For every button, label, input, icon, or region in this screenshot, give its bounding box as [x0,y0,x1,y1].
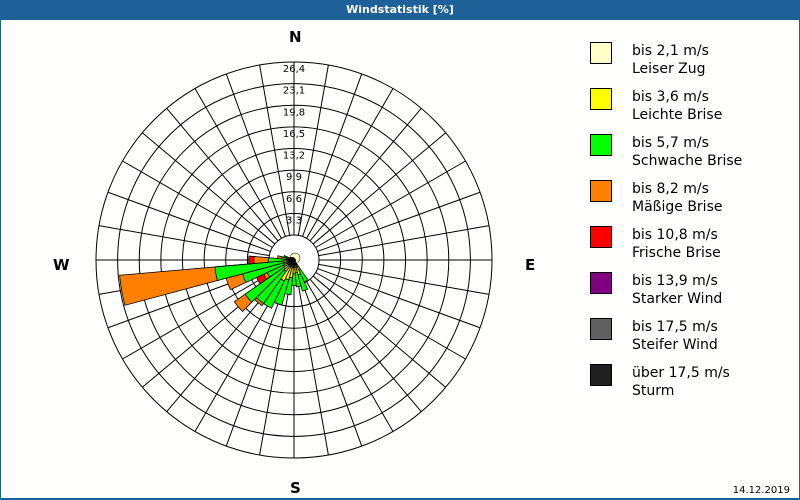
grid-spoke [318,225,490,257]
legend-swatch [590,42,612,64]
grid-spoke [318,263,490,295]
grid-spoke [306,281,394,432]
legend-swatch [590,318,612,340]
legend-range: bis 2,1 m/s [632,43,709,59]
grid-spoke [309,108,422,242]
grid-spoke [312,132,446,245]
legend-range: über 17,5 m/s [632,365,730,381]
legend-swatch [590,364,612,386]
grid-spoke [315,272,466,360]
wind-sector-bar [267,257,295,263]
grid-spoke [225,283,286,447]
compass-north-label: N [289,28,302,46]
window-title: Windstatistik [%] [0,0,800,20]
grid-spoke [312,275,446,388]
compass-west-label: W [53,256,70,274]
grid-spoke [259,284,291,456]
grid-spoke [297,64,329,236]
grid-spoke [225,73,286,237]
grid-spoke [194,281,282,432]
ring-label: 26,4 [283,64,305,75]
grid-spoke [194,88,282,239]
ring-label: 23,1 [283,86,305,97]
legend-range: bis 10,8 m/s [632,227,718,243]
grid-spoke [302,73,363,237]
legend-range: bis 3,6 m/s [632,89,709,105]
grid-spoke [306,88,394,239]
grid-spoke [297,284,329,456]
compass-south-label: S [290,479,301,497]
grid-spoke [309,278,422,412]
legend-name: Mäßige Brise [632,199,723,215]
compass-east-label: E [525,256,536,274]
grid-spoke [317,191,481,252]
legend-name: Sturm [632,383,675,399]
grid-spoke [107,191,271,252]
center-dot [288,257,296,265]
wind-sector-bar [214,259,295,282]
legend-name: Leiser Zug [632,61,706,77]
date-stamp: 14.12.2019 [732,485,790,496]
legend-name: Starker Wind [632,291,723,307]
legend-name: Leichte Brise [632,107,723,123]
grid-spoke [317,268,481,329]
legend-swatch [590,180,612,202]
grid-spoke [122,272,273,360]
grid-spoke [302,283,363,447]
legend-name: Frische Brise [632,245,721,261]
legend-range: bis 5,7 m/s [632,135,709,151]
wind-sector-bar [244,259,295,303]
ring-label: 3,3 [286,215,302,226]
grid-spoke [122,160,273,248]
grid-spoke [98,225,270,257]
ring-label: 16,5 [283,129,305,140]
grid-spoke [142,132,276,245]
legend-swatch [590,134,612,156]
legend-swatch [590,88,612,110]
legend-range: bis 8,2 m/s [632,181,709,197]
grid-spoke [166,108,279,242]
legend-name: Schwache Brise [632,153,743,169]
grid-spoke [315,160,466,248]
legend-swatch [590,226,612,248]
legend-name: Steifer Wind [632,337,718,353]
ring-label: 9,9 [286,172,302,183]
legend-range: bis 13,9 m/s [632,273,718,289]
bottom-border [0,498,800,500]
ring-label: 13,2 [283,151,305,162]
legend-range: bis 17,5 m/s [632,319,718,335]
grid-spoke [259,64,291,236]
ring-label: 19,8 [283,107,305,118]
ring-label: 6,6 [286,194,302,205]
legend-swatch [590,272,612,294]
